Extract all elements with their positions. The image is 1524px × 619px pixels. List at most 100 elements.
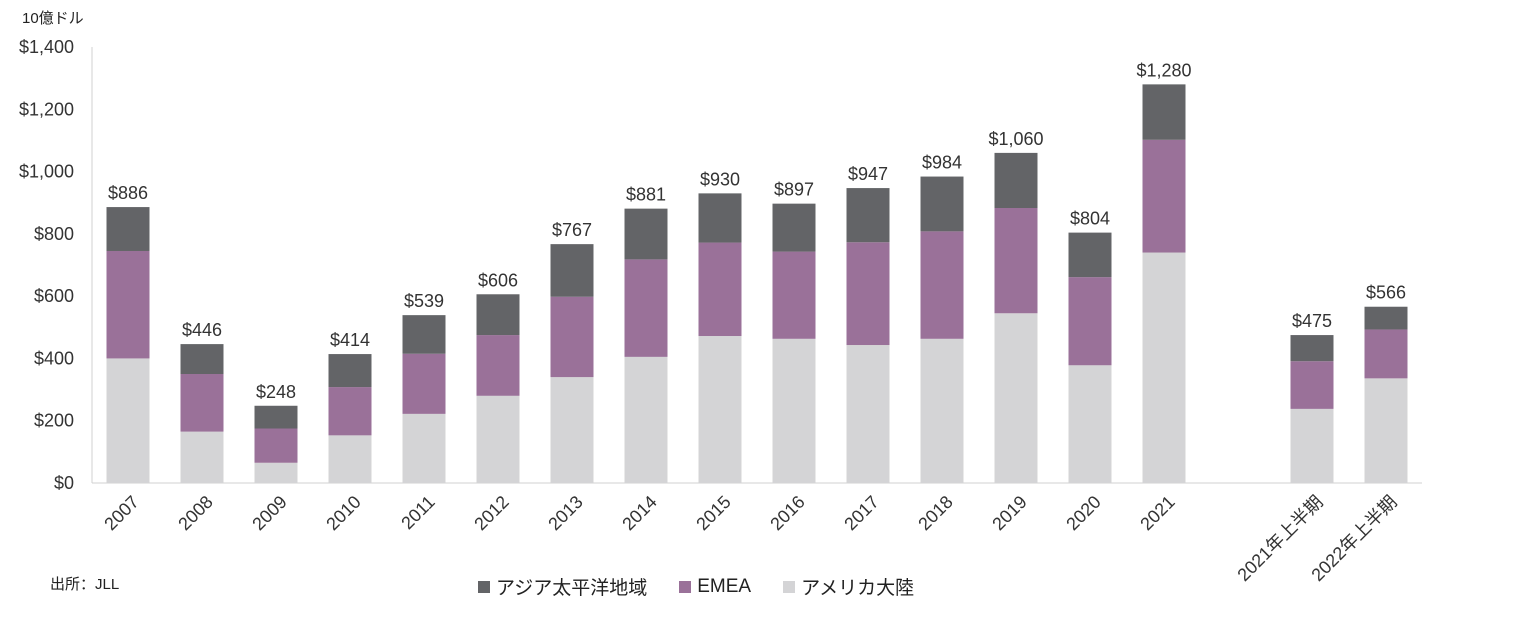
bar-segment-emea [1290, 361, 1334, 409]
bar-total-label: $767 [552, 220, 592, 240]
legend: アジア太平洋地域 EMEA アメリカ大陸 [478, 573, 946, 600]
bar-segment-americas [1364, 378, 1408, 483]
legend-swatch-apac [478, 580, 490, 593]
bar-segment-emea [476, 335, 520, 396]
bar-total-label: $475 [1292, 311, 1332, 331]
legend-label-apac: アジア太平洋地域 [496, 578, 648, 599]
bar-segment-apac [1290, 335, 1334, 362]
y-tick-label: $800 [34, 224, 74, 244]
x-tick-label: 2020 [1062, 492, 1104, 534]
bar-total-label: $248 [256, 382, 296, 402]
bar-segment-apac [254, 405, 298, 429]
legend-swatch-emea [679, 580, 692, 593]
bar-segment-apac [550, 244, 594, 297]
bar-total-label: $606 [478, 270, 518, 290]
bar-total-label: $930 [700, 169, 740, 189]
bar-total-label: $984 [922, 153, 962, 173]
bar-segment-apac [106, 207, 150, 251]
x-tick-label: 2016 [766, 492, 808, 534]
bar-segment-americas [1068, 365, 1112, 483]
bar-segment-emea [846, 242, 890, 346]
y-tick-label: $0 [54, 473, 74, 493]
bar-segment-emea [624, 259, 668, 357]
bar-segment-emea [994, 208, 1038, 314]
bar-total-label: $947 [848, 164, 888, 184]
bar-segment-emea [550, 296, 594, 378]
bar-segment-americas [772, 338, 816, 483]
bar-segment-americas [180, 431, 224, 483]
bar-segment-emea [920, 231, 964, 339]
y-tick-label: $400 [34, 348, 74, 368]
legend-swatch-americas [783, 580, 796, 593]
y-axis-unit-label: 10億ドル [22, 10, 84, 27]
bar-segment-apac [698, 193, 742, 243]
bar-segment-emea [1068, 277, 1112, 366]
bar-segment-apac [994, 152, 1038, 209]
bar-segment-americas [402, 413, 446, 483]
x-tick-label: 2012 [470, 492, 512, 534]
bar-segment-emea [1364, 329, 1408, 379]
bar-segment-americas [550, 377, 594, 483]
bar-segment-apac [328, 354, 372, 388]
bar-segment-apac [1142, 84, 1186, 140]
bar-segment-apac [920, 176, 964, 232]
bar-segment-apac [402, 315, 446, 354]
bar-segment-americas [476, 395, 520, 483]
bar-total-label: $897 [774, 180, 814, 200]
bar-segment-emea [698, 242, 742, 337]
bar-segment-americas [624, 356, 668, 483]
y-tick-label: $200 [34, 411, 74, 431]
bar-segment-americas [698, 336, 742, 483]
x-tick-label: 2011 [397, 492, 439, 534]
x-tick-label: 2010 [322, 492, 364, 534]
bar-segment-apac [846, 188, 890, 243]
x-tick-label: 2013 [544, 492, 586, 534]
source-note: 出所：JLL [50, 576, 120, 593]
bar-total-label: $804 [1070, 209, 1110, 229]
bar-segment-americas [254, 462, 298, 483]
bar-segment-apac [180, 344, 224, 374]
bar-segment-apac [476, 294, 520, 336]
x-tick-label: 2018 [914, 492, 956, 534]
bar-segment-emea [106, 250, 150, 359]
x-tick-label: 2017 [840, 492, 882, 534]
x-tick-label: 2015 [692, 492, 734, 534]
y-tick-label: $600 [34, 286, 74, 306]
bar-segment-emea [1142, 139, 1186, 253]
bar-total-label: $1,060 [988, 129, 1043, 149]
bar-segment-emea [402, 353, 446, 414]
bar-segment-emea [180, 374, 224, 432]
bar-segment-americas [846, 345, 890, 483]
bar-segment-americas [1290, 408, 1334, 483]
legend-item-americas: アメリカ大陸 [783, 573, 914, 600]
x-tick-label: 2019 [988, 492, 1030, 534]
bar-segment-apac [624, 208, 668, 260]
bar-segment-americas [106, 358, 150, 483]
legend-label-americas: アメリカ大陸 [801, 578, 915, 599]
bar-segment-emea [254, 428, 298, 463]
legend-label-emea: EMEA [697, 575, 752, 597]
bar-total-label: $446 [182, 320, 222, 340]
y-tick-label: $1,400 [19, 37, 74, 57]
bar-total-label: $886 [108, 183, 148, 203]
bar-segment-emea [328, 387, 372, 436]
bar-total-label: $881 [626, 185, 666, 205]
x-tick-label: 2008 [174, 492, 216, 534]
bar-total-label: $414 [330, 330, 370, 350]
bar-segment-americas [328, 435, 372, 483]
bar-segment-americas [920, 338, 964, 483]
bar-segment-apac [1364, 306, 1408, 330]
legend-item-emea: EMEA [679, 576, 751, 598]
bar-total-label: $1,280 [1136, 60, 1191, 80]
x-tick-label: 2007 [100, 492, 142, 534]
bar-segment-americas [1142, 252, 1186, 483]
bar-segment-americas [994, 313, 1038, 483]
y-tick-label: $1,000 [19, 162, 74, 182]
x-tick-label: 2021 [1136, 492, 1178, 534]
bar-total-label: $539 [404, 291, 444, 311]
y-tick-label: $1,200 [19, 99, 74, 119]
x-tick-label: 2009 [248, 492, 290, 534]
bar-total-label: $566 [1366, 283, 1406, 303]
